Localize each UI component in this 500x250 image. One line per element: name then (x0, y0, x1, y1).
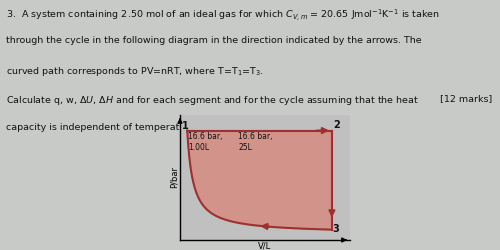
Text: capacity is independent of temperature.: capacity is independent of temperature. (6, 122, 198, 132)
Polygon shape (187, 130, 332, 230)
Text: 1: 1 (182, 121, 188, 131)
Text: 16.6 bar,
25L: 16.6 bar, 25L (238, 132, 273, 152)
X-axis label: V/L: V/L (258, 242, 272, 250)
Text: 16.6 bar,
1.00L: 16.6 bar, 1.00L (188, 132, 223, 152)
Text: 3.  A system containing 2.50 mol of an ideal gas for which $C_{V,m}$ = 20.65 Jmo: 3. A system containing 2.50 mol of an id… (6, 8, 440, 23)
Text: 2: 2 (333, 120, 340, 130)
Text: 3: 3 (333, 224, 340, 234)
Text: curved path corresponds to PV=nRT, where T=T$_1$=T$_3$.: curved path corresponds to PV=nRT, where… (6, 65, 264, 78)
Text: through the cycle in the following diagram in the direction indicated by the arr: through the cycle in the following diagr… (6, 36, 422, 45)
Text: Calculate q, w, $\Delta U$, $\Delta H$ and for each segment and for the cycle as: Calculate q, w, $\Delta U$, $\Delta H$ a… (6, 94, 419, 107)
Text: [12 marks]: [12 marks] (440, 94, 492, 103)
Y-axis label: P/bar: P/bar (170, 166, 178, 188)
